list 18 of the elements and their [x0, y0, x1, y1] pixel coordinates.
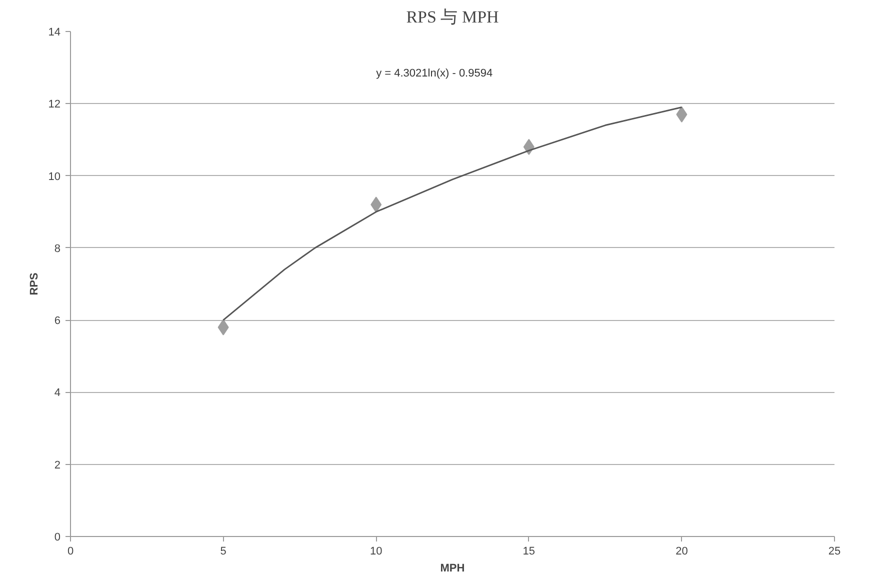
x-tick-label: 15 [522, 546, 536, 558]
x-tick-label: 10 [370, 546, 382, 558]
x-tick-label: 0 [67, 546, 74, 558]
x-tick-label: 5 [220, 546, 226, 558]
y-tick-label: 2 [54, 459, 61, 472]
y-tick-label: 4 [54, 387, 61, 400]
y-tick-label: 6 [54, 315, 61, 328]
x-tick-label: 25 [828, 546, 841, 558]
y-tick-label: 14 [48, 26, 61, 38]
chart-title: RPS 与 MPH [406, 8, 499, 26]
annotation: y = 4.3021ln(x) - 0.9594 [376, 67, 493, 80]
y-tick-label: 10 [48, 170, 61, 183]
y-tick-label: 12 [48, 98, 61, 111]
x-axis-title: MPH [440, 562, 465, 574]
y-tick-label: 8 [54, 242, 61, 255]
y-axis-title: RPS [28, 272, 40, 296]
x-tick-label: 20 [676, 546, 688, 558]
y-tick-label: 0 [54, 532, 61, 544]
